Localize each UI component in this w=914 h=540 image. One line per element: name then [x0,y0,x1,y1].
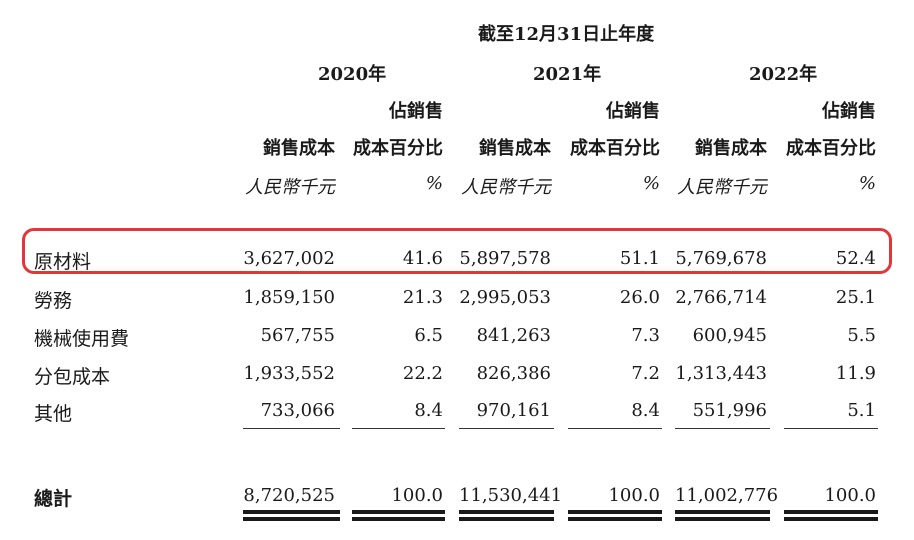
cell: 8.4 [414,400,443,421]
cell: 8.4 [631,400,660,421]
unit-pct-2021: % [642,173,660,194]
cost-header-2020: 銷售成本 [263,138,335,159]
cell: 11.9 [835,363,876,384]
year-2021-header: 2021年 [533,64,602,85]
cell: 8,720,525 [243,485,335,506]
cell: 21.3 [402,287,443,308]
total-rule [459,510,554,514]
pct-subheader-2021: 佔銷售 [606,101,660,122]
pct-header-2022: 成本百分比 [786,138,876,159]
cell: 600,945 [692,325,767,346]
total-rule [243,517,340,521]
cell: 100.0 [824,485,876,506]
cost-header-2021: 銷售成本 [479,138,551,159]
unit-pct-2020: % [425,173,443,194]
subtotal-rule [675,428,770,429]
cell: 5,769,678 [675,248,767,269]
cell: 100.0 [391,485,443,506]
cell: 841,263 [476,325,551,346]
cell: 7.2 [631,363,660,384]
cell: 41.6 [402,248,443,269]
cell: 100.0 [608,485,660,506]
subtotal-rule [568,428,662,429]
total-rule [459,517,554,521]
cell: 1,933,552 [243,363,335,384]
cell: 3,627,002 [243,248,335,269]
row-label: 其他 [34,403,73,425]
row-label: 機械使用費 [34,328,130,350]
year-2020-header: 2020年 [318,64,387,85]
row-label: 勞務 [34,290,73,312]
total-rule [675,510,770,514]
cell: 5,897,578 [459,248,551,269]
cell: 5.5 [847,325,876,346]
year-2022-header: 2022年 [749,64,818,85]
total-rule [568,510,662,514]
row-label: 原材料 [34,251,92,273]
row-label: 分包成本 [34,366,111,388]
cell: 970,161 [476,400,551,421]
subtotal-rule [784,428,878,429]
cell: 2,995,053 [459,287,551,308]
pct-subheader-2022: 佔銷售 [822,101,876,122]
cell: 25.1 [835,287,876,308]
cell: 567,755 [260,325,335,346]
cell: 11,002,776 [675,485,779,506]
cell: 551,996 [692,400,767,421]
subtotal-rule [243,428,340,429]
unit-rmb-2021: 人民幣千元 [461,177,551,198]
unit-pct-2022: % [858,173,876,194]
cell: 5.1 [847,400,876,421]
total-rule [784,517,878,521]
cell: 1,859,150 [243,287,335,308]
period-header: 截至12月31日止年度 [478,24,655,45]
cell: 11,530,441 [459,485,563,506]
pct-header-2020: 成本百分比 [353,138,443,159]
unit-rmb-2022: 人民幣千元 [677,177,767,198]
cell: 1,313,443 [675,363,767,384]
subtotal-rule [352,428,445,429]
total-rule [568,517,662,521]
unit-rmb-2020: 人民幣千元 [245,177,335,198]
cell: 26.0 [619,287,660,308]
subtotal-rule [459,428,554,429]
total-rule [784,510,878,514]
pct-subheader-2020: 佔銷售 [389,101,443,122]
cell: 51.1 [619,248,660,269]
cell: 6.5 [414,325,443,346]
total-rule [243,510,340,514]
total-rule [352,517,445,521]
cell: 733,066 [260,400,335,421]
highlight-box [22,228,892,274]
cell: 2,766,714 [675,287,767,308]
cell: 7.3 [631,325,660,346]
total-rule [675,517,770,521]
cost-header-2022: 銷售成本 [695,138,767,159]
cell: 22.2 [402,363,443,384]
cell: 52.4 [835,248,876,269]
total-label: 總計 [34,488,73,510]
pct-header-2021: 成本百分比 [570,138,660,159]
total-rule [352,510,445,514]
cell: 826,386 [476,363,551,384]
